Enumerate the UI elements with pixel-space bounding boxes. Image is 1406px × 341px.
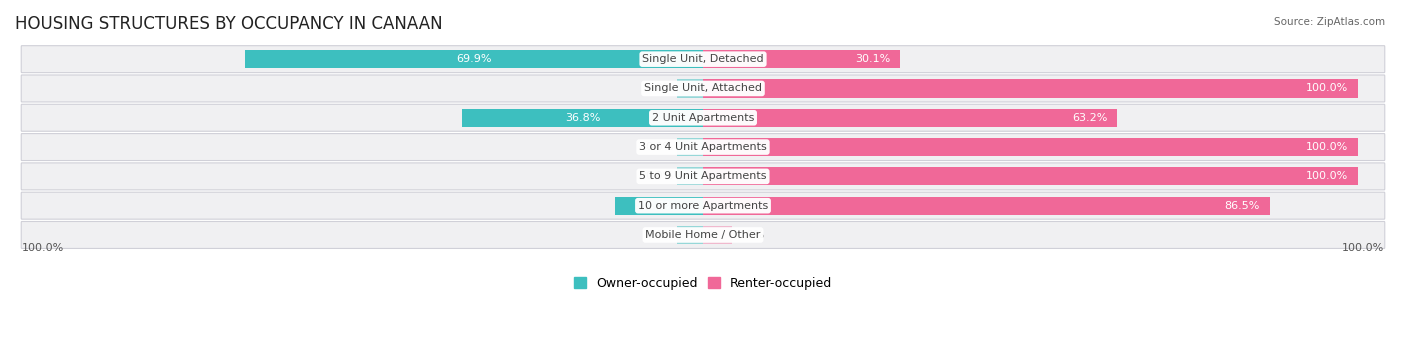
Text: 13.5%: 13.5% [641, 201, 676, 211]
Text: 36.8%: 36.8% [565, 113, 600, 123]
Legend: Owner-occupied, Renter-occupied: Owner-occupied, Renter-occupied [568, 272, 838, 295]
Text: 0.0%: 0.0% [735, 230, 763, 240]
Text: 2 Unit Apartments: 2 Unit Apartments [652, 113, 754, 123]
Text: 100.0%: 100.0% [1306, 172, 1348, 181]
Bar [703, 197, 1270, 215]
Text: 69.9%: 69.9% [456, 54, 492, 64]
Text: 0.0%: 0.0% [645, 230, 673, 240]
FancyBboxPatch shape [21, 134, 1385, 161]
Text: 86.5%: 86.5% [1225, 201, 1260, 211]
Text: 5 to 9 Unit Apartments: 5 to 9 Unit Apartments [640, 172, 766, 181]
Text: Source: ZipAtlas.com: Source: ZipAtlas.com [1274, 17, 1385, 27]
Text: Single Unit, Attached: Single Unit, Attached [644, 84, 762, 93]
Bar [703, 79, 1358, 98]
Text: 100.0%: 100.0% [1306, 142, 1348, 152]
FancyBboxPatch shape [21, 222, 1385, 249]
Bar [703, 167, 1358, 186]
FancyBboxPatch shape [21, 46, 1385, 73]
Bar [245, 50, 703, 68]
Text: 100.0%: 100.0% [1306, 84, 1348, 93]
Bar [614, 197, 703, 215]
Text: 30.1%: 30.1% [855, 54, 890, 64]
Bar [676, 138, 703, 156]
Bar [703, 50, 900, 68]
Bar [676, 79, 703, 98]
Text: 10 or more Apartments: 10 or more Apartments [638, 201, 768, 211]
FancyBboxPatch shape [21, 192, 1385, 219]
Text: HOUSING STRUCTURES BY OCCUPANCY IN CANAAN: HOUSING STRUCTURES BY OCCUPANCY IN CANAA… [15, 15, 443, 33]
Bar [463, 109, 703, 127]
Text: 0.0%: 0.0% [645, 142, 673, 152]
Text: 63.2%: 63.2% [1071, 113, 1108, 123]
Text: 100.0%: 100.0% [21, 243, 63, 253]
Bar [703, 109, 1118, 127]
Text: 0.0%: 0.0% [645, 84, 673, 93]
Text: 100.0%: 100.0% [1343, 243, 1385, 253]
Text: 0.0%: 0.0% [645, 172, 673, 181]
FancyBboxPatch shape [21, 104, 1385, 131]
Bar [676, 167, 703, 186]
Bar [676, 226, 703, 244]
Text: Single Unit, Detached: Single Unit, Detached [643, 54, 763, 64]
Text: 3 or 4 Unit Apartments: 3 or 4 Unit Apartments [640, 142, 766, 152]
Bar [703, 226, 733, 244]
Bar [703, 138, 1358, 156]
FancyBboxPatch shape [21, 75, 1385, 102]
Text: Mobile Home / Other: Mobile Home / Other [645, 230, 761, 240]
FancyBboxPatch shape [21, 163, 1385, 190]
